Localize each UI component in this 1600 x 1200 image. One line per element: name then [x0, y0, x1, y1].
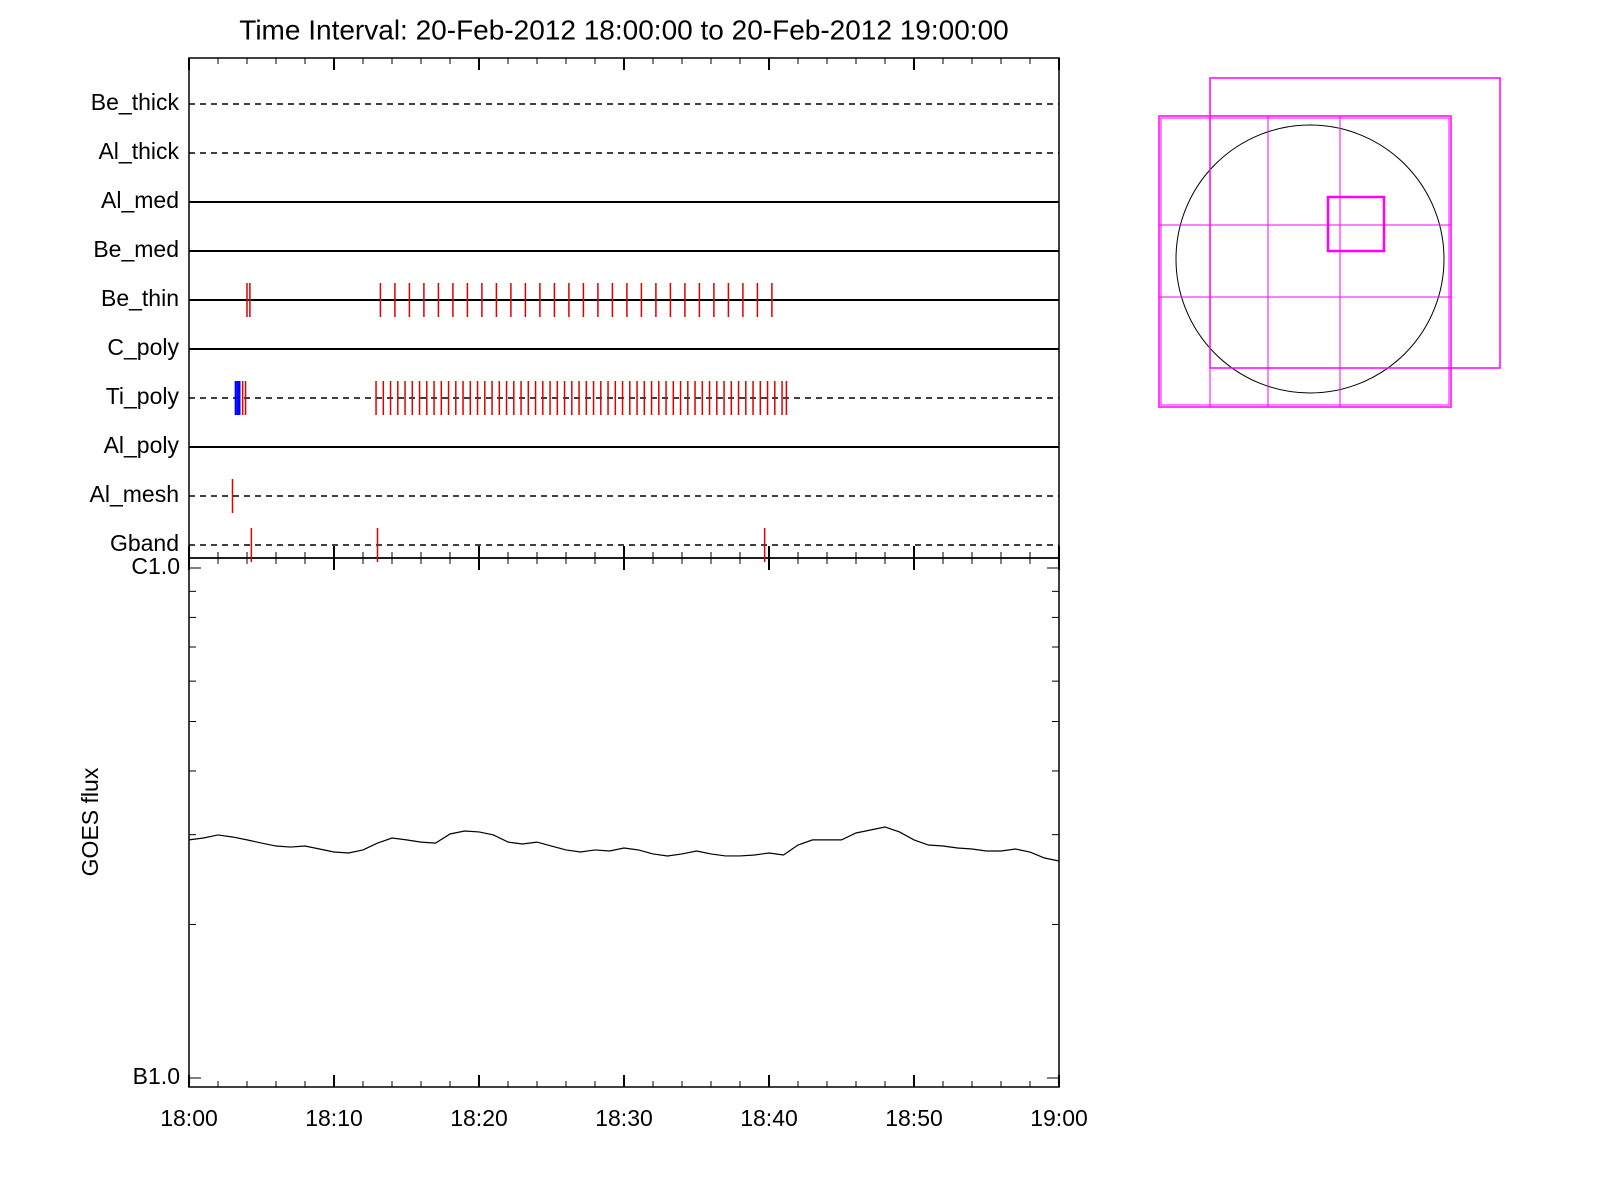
- row-label: Al_poly: [104, 432, 180, 458]
- row-label: Gband: [110, 530, 179, 556]
- row-label: Al_thick: [98, 138, 179, 164]
- row-label: Ti_poly: [106, 383, 180, 409]
- row-label: Be_med: [93, 236, 179, 262]
- fov-box: [1160, 117, 1450, 406]
- y-axis-label: GOES flux: [77, 767, 103, 876]
- row-label: Al_med: [101, 187, 179, 213]
- row-label: Be_thick: [91, 89, 180, 115]
- x-tick-label: 18:00: [160, 1105, 218, 1131]
- row-label: Al_mesh: [90, 481, 179, 507]
- x-tick-label: 18:20: [450, 1105, 508, 1131]
- x-tick-label: 18:40: [740, 1105, 798, 1131]
- x-tick-label: 18:50: [885, 1105, 943, 1131]
- fov-box: [1326, 195, 1386, 253]
- y-tick-label: B1.0: [133, 1063, 180, 1089]
- x-tick-label: 18:30: [595, 1105, 653, 1131]
- chart-title: Time Interval: 20-Feb-2012 18:00:00 to 2…: [239, 14, 1008, 45]
- y-tick-label: C1.0: [131, 553, 180, 579]
- sun-disk: [1175, 124, 1445, 394]
- row-label: C_poly: [107, 334, 179, 360]
- fov-box: [1158, 115, 1452, 408]
- row-label: Be_thin: [101, 285, 179, 311]
- flux-line: [188, 826, 1060, 862]
- x-tick-label: 19:00: [1030, 1105, 1088, 1131]
- fov-diagram: [1158, 77, 1501, 408]
- x-tick-label: 18:10: [305, 1105, 363, 1131]
